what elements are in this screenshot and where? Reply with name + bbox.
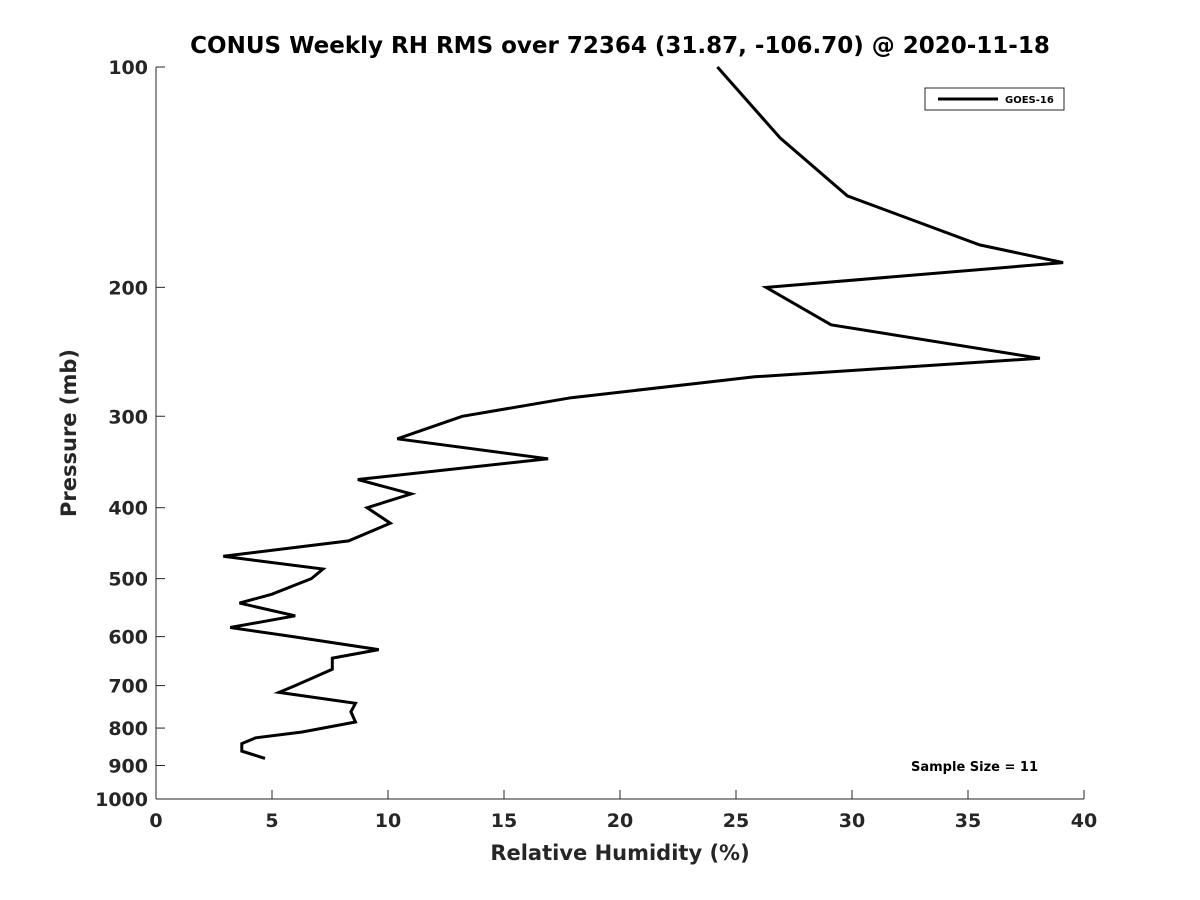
series-line-goes-16 [223,66,1064,760]
data-point [222,555,225,558]
data-point [294,684,297,687]
data-point [753,375,756,378]
y-ticks: 100 200 300 400 500 600 700 800 900 1000 [95,57,165,811]
y-tick-label: 200 [108,277,148,299]
data-point [331,668,334,671]
data-point [830,323,833,326]
data-point [978,243,981,246]
data-point [349,710,352,713]
data-point [846,194,849,197]
y-tick-label: 400 [108,498,148,520]
data-point [410,492,413,495]
x-tick-label: 25 [723,810,749,832]
y-tick-label: 500 [108,569,148,591]
data-point [356,478,359,481]
chart-title: CONUS Weekly RH RMS over 72364 (31.87, -… [190,33,1050,59]
data-point [347,539,350,542]
y-tick-label: 300 [108,406,148,428]
data-point [240,750,243,753]
data-point [765,286,768,289]
data-point [1038,357,1041,360]
data-point [716,66,719,69]
x-tick-label: 20 [607,810,633,832]
data-point [310,577,313,580]
data-point [396,437,399,440]
sample-size-annotation: Sample Size = 11 [911,760,1038,775]
y-tick-label: 100 [108,57,148,79]
data-point [254,736,257,739]
x-axis-title: Relative Humidity (%) [490,841,749,865]
y-tick-label: 1000 [95,789,148,811]
data-point [291,635,294,638]
data-point [301,731,304,734]
data-point [238,602,241,605]
data-point [354,702,357,705]
data-point [271,593,274,596]
legend-label-goes-16: GOES-16 [1005,95,1054,106]
y-axis-title: Pressure (mb) [57,349,81,517]
y-tick-label: 600 [108,627,148,649]
data-point [377,648,380,651]
data-point [229,626,232,629]
x-tick-label: 30 [839,810,865,832]
x-tick-label: 5 [265,810,278,832]
y-tick-label: 700 [108,676,148,698]
data-point [547,457,550,460]
x-ticks: 0 5 10 15 20 25 30 35 40 [149,790,1097,832]
data-point [331,657,334,660]
x-tick-label: 40 [1071,810,1097,832]
data-point [461,415,464,418]
plot-axes [155,67,1084,800]
legend: GOES-16 [924,87,1065,111]
data-point [354,721,357,724]
x-tick-label: 15 [491,810,517,832]
data-point [264,757,267,760]
data-point [294,614,297,617]
data-point [1062,261,1065,264]
x-tick-label: 10 [375,810,401,832]
y-tick-label: 900 [108,756,148,778]
data-point [322,568,325,571]
x-tick-label: 0 [149,810,162,832]
data-point [389,522,392,525]
data-point [779,136,782,139]
data-point [278,691,281,694]
data-point [240,742,243,745]
y-tick-label: 800 [108,718,148,740]
data-point [366,506,369,509]
x-tick-label: 35 [955,810,981,832]
data-point [570,396,573,399]
